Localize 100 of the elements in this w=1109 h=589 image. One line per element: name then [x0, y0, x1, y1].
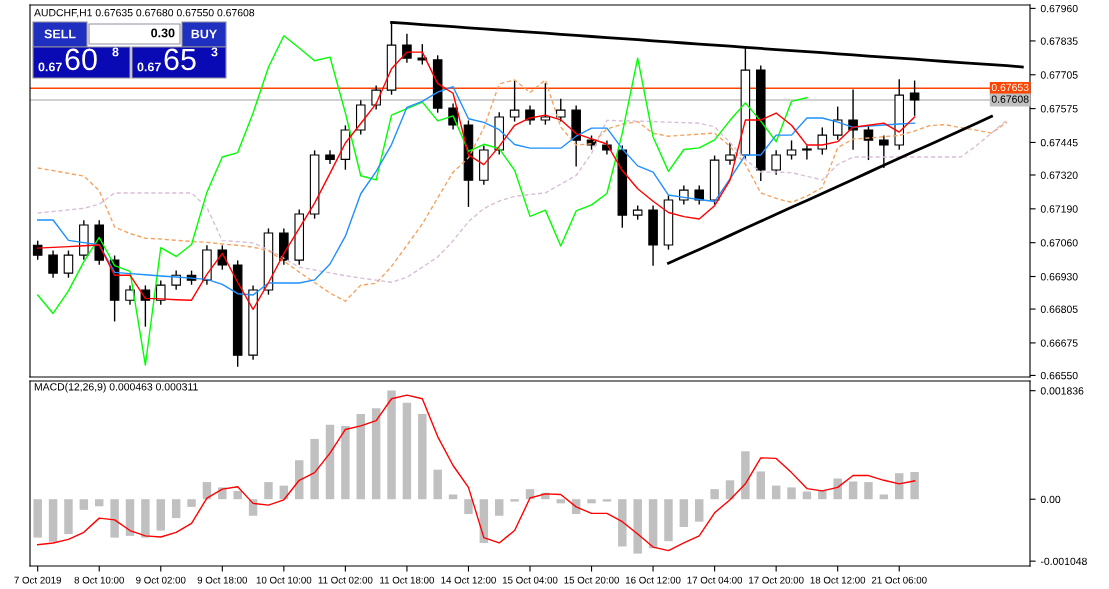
annotation: 60	[65, 48, 97, 71]
y-tick-label: 0.66675	[1040, 339, 1078, 347]
bar	[556, 499, 565, 504]
bar	[79, 499, 89, 510]
bar	[633, 499, 642, 554]
y-tick-label: 0.001836	[1040, 387, 1084, 395]
candlestick	[725, 143, 735, 165]
bar	[402, 402, 412, 500]
candlestick	[832, 106, 843, 140]
bar	[833, 478, 842, 500]
bar	[648, 499, 658, 549]
bar	[695, 499, 704, 522]
annotation: 8	[112, 47, 119, 57]
bar	[48, 499, 58, 542]
bar	[587, 499, 596, 504]
chart-title: MACD(12,26,9) 0.000463 0.000311	[34, 382, 198, 393]
y-tick-label: 0.66805	[1040, 305, 1078, 313]
candlestick	[509, 80, 520, 122]
bar	[295, 460, 304, 500]
bar	[95, 499, 104, 507]
bar	[848, 481, 858, 500]
bar	[864, 482, 873, 500]
annotation: 3	[211, 47, 218, 57]
bar	[510, 499, 519, 502]
bar	[895, 473, 904, 500]
bar	[910, 472, 919, 500]
x-tick-label: 15 Oct 20:00	[564, 576, 619, 584]
candlestick	[802, 145, 812, 160]
bar	[371, 408, 381, 500]
x-tick-label: 16 Oct 12:00	[625, 576, 681, 584]
bar	[171, 499, 181, 519]
bar	[125, 499, 135, 536]
bar	[710, 489, 719, 500]
x-tick-label: 7 Oct 2019	[14, 576, 62, 584]
x-tick-label: 9 Oct 18:00	[197, 576, 248, 584]
annotation: 0.67	[38, 62, 62, 72]
annotation: 0.30	[151, 28, 175, 38]
bar	[618, 499, 627, 547]
x-tick-label: 9 Oct 02:00	[136, 576, 186, 584]
ref-line-label: 0.67653	[991, 83, 1029, 92]
bar	[433, 469, 442, 500]
y-tick-label: 0.66550	[1040, 371, 1078, 380]
bar	[448, 494, 458, 500]
ref-line-label: 0.67608	[991, 95, 1029, 103]
candlestick	[863, 125, 874, 161]
candlestick	[325, 150, 335, 164]
y-tick-label: 0.67060	[1040, 239, 1078, 247]
y-tick-label: 0.67705	[1040, 71, 1078, 79]
bar	[679, 499, 689, 527]
candlestick	[909, 80, 920, 116]
bar	[725, 480, 735, 500]
bar	[187, 499, 196, 507]
y-tick-label: 0.67835	[1040, 37, 1078, 45]
bar	[602, 499, 612, 502]
bar	[464, 499, 473, 514]
candlestick	[817, 127, 828, 155]
x-tick-label: 11 Oct 18:00	[380, 576, 435, 584]
line-series	[667, 115, 993, 265]
candlestick	[555, 98, 566, 122]
y-tick-label: 0.00	[1040, 495, 1061, 504]
y-tick-label: 0.67190	[1040, 205, 1078, 213]
line-series	[36, 394, 916, 552]
candlestick	[879, 135, 889, 168]
x-tick-label: 18 Oct 12:00	[810, 576, 866, 584]
y-tick-label: 0.66930	[1040, 273, 1078, 281]
line-series	[36, 119, 1008, 283]
y-tick-label: 0.67320	[1040, 171, 1078, 179]
bar	[418, 414, 427, 500]
candlestick	[771, 150, 781, 175]
candlestick	[48, 250, 58, 278]
y-tick-label: -0.001048	[1040, 557, 1087, 566]
bar	[387, 390, 396, 500]
annotation: BUY	[191, 29, 217, 39]
x-tick-label: 17 Oct 04:00	[687, 576, 743, 584]
y-tick-label: 0.67960	[1040, 4, 1078, 13]
x-tick-label: 17 Oct 20:00	[749, 576, 804, 584]
bar	[141, 499, 150, 538]
x-tick-label: 15 Oct 04:00	[502, 576, 558, 584]
bar	[356, 414, 365, 500]
chart-title: AUDCHF,H1 0.67635 0.67680 0.67550 0.67608	[34, 9, 255, 18]
bar	[156, 499, 165, 531]
candlestick	[540, 83, 551, 125]
bar	[33, 499, 42, 538]
x-tick-label: 11 Oct 02:00	[318, 576, 373, 584]
bar	[756, 471, 765, 500]
candlestick	[417, 44, 428, 65]
x-tick-label: 10 Oct 10:00	[256, 576, 312, 584]
bar	[310, 438, 319, 500]
x-tick-label: 14 Oct 12:00	[441, 576, 496, 584]
bar	[879, 494, 889, 500]
x-tick-label: 8 Oct 10:00	[74, 576, 124, 584]
bar	[64, 499, 73, 535]
bar	[664, 499, 673, 542]
x-tick-label: 21 Oct 06:00	[871, 576, 927, 584]
bar	[495, 499, 504, 516]
bar	[771, 485, 781, 500]
annotation: SELL	[44, 29, 76, 39]
bar	[110, 499, 119, 538]
bar	[741, 451, 750, 500]
y-tick-label: 0.67575	[1040, 105, 1078, 113]
